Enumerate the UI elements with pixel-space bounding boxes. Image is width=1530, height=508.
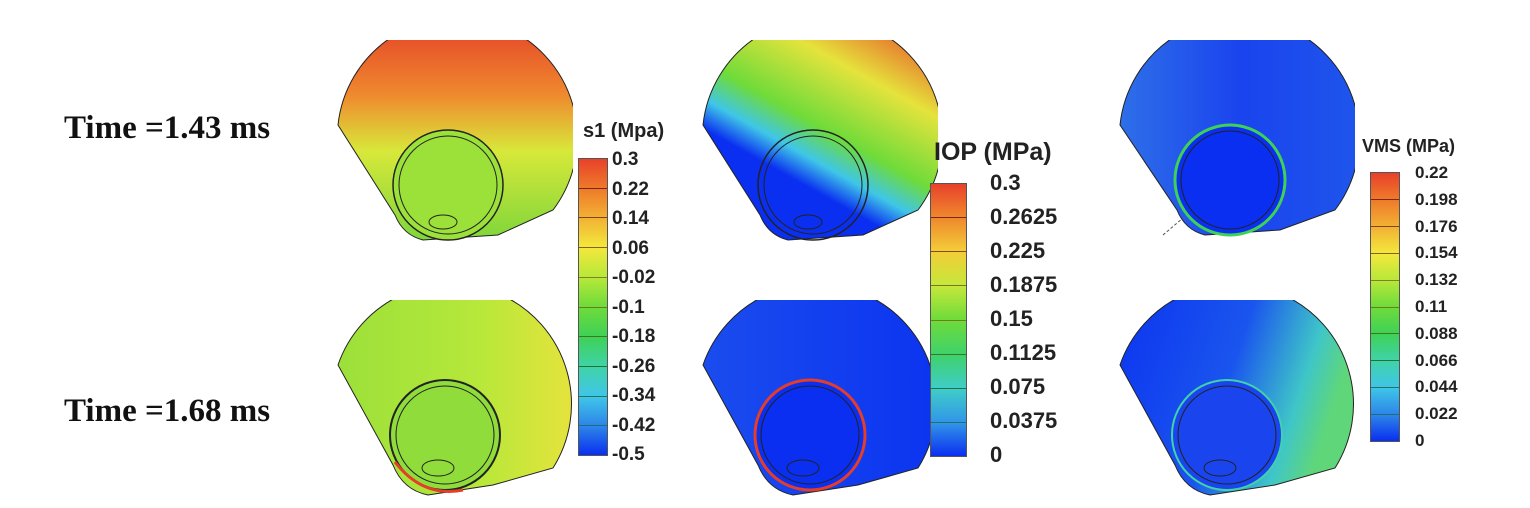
colorbar-band	[1371, 334, 1399, 362]
colorbar-tick-label: 0.3	[612, 149, 639, 170]
colorbar-s1-ticks: 0.3 0.22 0.14 0.06 -0.02 -0.1 -0.18 -0.26 -0.34 -…	[612, 150, 655, 464]
colorbar-band	[579, 307, 607, 338]
colorbar-band	[1371, 280, 1399, 308]
colorbar-tick-label: 0.0375	[990, 408, 1058, 433]
colorbar-iop	[930, 183, 967, 457]
time-label-row1: Time =1.43 ms	[64, 110, 271, 146]
colorbar-tick-label: 0.198	[1415, 189, 1458, 209]
colorbar-tick-label: 0.2625	[990, 204, 1058, 229]
colorbar-band	[579, 366, 607, 397]
colorbar-tick-label: 0.044	[1415, 377, 1458, 397]
colorbar-tick-label: 0.15	[990, 306, 1033, 331]
colorbar-tick-label: 0.1875	[990, 272, 1058, 297]
colorbar-tick-label: 0.154	[1415, 243, 1458, 263]
colorbar-tick-label: 0.225	[990, 238, 1046, 263]
lens-outline	[392, 129, 504, 241]
colorbar-s1	[578, 158, 608, 456]
pointer-arrow	[1162, 217, 1184, 236]
colorbar-band	[931, 422, 966, 456]
colorbar-tick-label: 0.132	[1415, 270, 1458, 290]
time-label-row2: Time =1.68 ms	[64, 393, 271, 429]
colorbar-band	[579, 426, 607, 456]
colorbar-tick-label: 0.22	[1415, 163, 1449, 182]
colorbar-band	[1371, 173, 1399, 200]
colorbar-tick-label: 0.1125	[990, 340, 1057, 365]
colorbar-band	[1371, 253, 1399, 281]
colorbar-iop-ticks: 0.3 0.2625 0.225 0.1875 0.15 0.1125 0.075 0.037…	[990, 172, 1057, 466]
colorbar-tick-label: 0.176	[1415, 216, 1458, 236]
colorbar-band	[579, 396, 607, 427]
colorbar-tick-label: 0.11	[1415, 296, 1448, 316]
colorbar-vms-ticks: 0.22 0.198 0.176 0.154 0.132 0.11 0.088 0.066 0.…	[1415, 164, 1458, 449]
colorbar-band	[579, 248, 607, 278]
colorbar-tick-label: 0.066	[1415, 350, 1458, 370]
colorbar-vms	[1370, 172, 1400, 442]
colorbar-band	[579, 218, 607, 249]
colorbar-tick-label: 0.22	[612, 178, 649, 200]
colorbar-band	[1371, 388, 1399, 416]
colorbar-tick-label: 0.14	[612, 208, 649, 229]
colorbar-tick-label: 0.088	[1415, 323, 1458, 343]
contour-s1-t1	[337, 40, 573, 241]
contour-s1-t2	[337, 300, 572, 496]
colorbar-tick-label: -0.02	[612, 267, 656, 288]
colorbar-tick-label: 0.06	[612, 237, 649, 259]
colorbar-tick-label: 0	[1415, 430, 1425, 450]
contour-iop-t2	[702, 300, 937, 496]
colorbar-band	[579, 159, 607, 189]
contour-iop-t1	[702, 40, 938, 241]
colorbar-tick-label: -0.18	[612, 326, 656, 347]
colorbar-band	[1371, 226, 1399, 254]
colorbar-tick-label: -0.5	[612, 444, 645, 465]
colorbar-tick-label: -0.34	[612, 385, 656, 406]
colorbar-tick-label: 0.022	[1415, 404, 1458, 424]
contour-vms-t1	[1119, 40, 1355, 237]
colorbar-tick-label: 0.3	[990, 170, 1021, 195]
colorbar-band	[931, 320, 966, 355]
colorbar-tick-label: -0.42	[612, 414, 656, 436]
colorbar-band	[931, 218, 966, 253]
colorbar-iop-title: IOP (MPa)	[934, 138, 1052, 166]
colorbar-band	[931, 252, 966, 287]
colorbar-band	[1371, 361, 1399, 389]
contour-vms-t2	[1119, 300, 1354, 496]
colorbar-s1-title: s1 (Mpa)	[583, 120, 665, 142]
colorbar-band	[1371, 199, 1399, 227]
colorbar-tick-label: -0.26	[612, 355, 656, 377]
colorbar-tick-label: 0.075	[990, 374, 1046, 399]
colorbar-tick-label: -0.1	[612, 296, 645, 318]
colorbar-band	[579, 337, 607, 367]
colorbar-band	[931, 388, 966, 423]
colorbar-band	[1371, 307, 1399, 335]
colorbar-band	[931, 184, 966, 219]
colorbar-tick-label: 0	[990, 442, 1003, 467]
colorbar-vms-title: VMS (MPa)	[1362, 136, 1456, 156]
colorbar-band	[579, 277, 607, 308]
colorbar-band	[1371, 415, 1399, 442]
colorbar-band	[931, 286, 966, 321]
colorbar-band	[579, 188, 607, 219]
colorbar-band	[931, 354, 966, 389]
